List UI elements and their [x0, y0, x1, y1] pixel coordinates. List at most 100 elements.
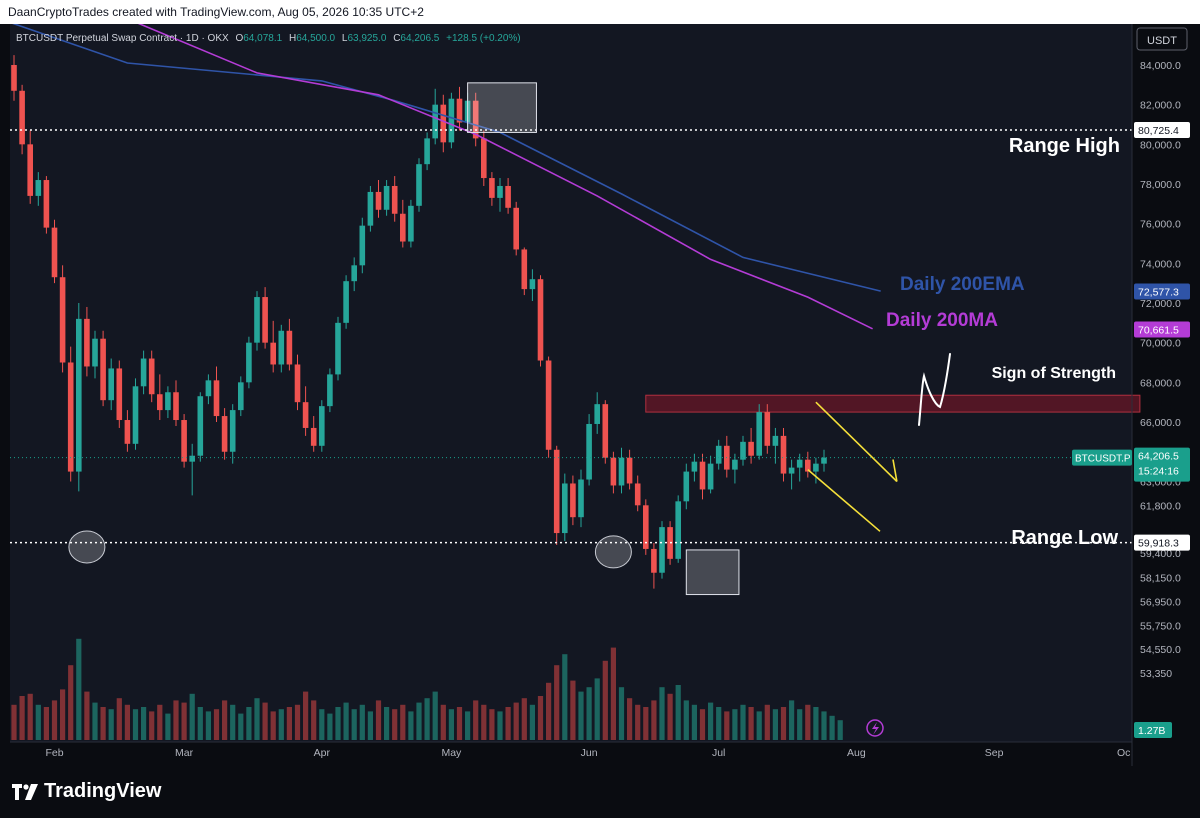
svg-text:BTCUSDT Perpetual Swap Contrac: BTCUSDT Perpetual Swap Contract · 1D · O… [16, 33, 521, 44]
volume-bar [141, 707, 147, 740]
symbol-tag [1072, 449, 1132, 466]
price-tag [1134, 534, 1190, 551]
candle [100, 338, 106, 401]
volume-bar [586, 687, 592, 740]
currency-label: USDT [1147, 35, 1177, 47]
price-chart[interactable]: BTCUSDT Perpetual Swap Contract · 1D · O… [0, 24, 1200, 766]
legend-low: 63,925.0 [347, 33, 386, 44]
candle [124, 420, 131, 444]
support-circle [594, 535, 632, 569]
candle [448, 98, 455, 143]
volume-bar [691, 704, 697, 740]
price-tick-label: 66,000.0 [1140, 417, 1181, 429]
candle [553, 449, 560, 534]
last-price-countdown: 15:24:16 [1138, 466, 1179, 478]
volume-bar [108, 709, 114, 740]
time-axis[interactable]: Feb Mar Apr May Jun Jul Aug Sep Oc [10, 741, 1132, 759]
volume-bar [748, 707, 754, 740]
volume-bar [716, 707, 722, 740]
volume-bar [100, 707, 106, 740]
candle [748, 441, 754, 456]
volume-bar [173, 700, 179, 740]
candle [651, 548, 657, 573]
volume-bar [529, 704, 535, 740]
candle [683, 471, 690, 502]
volume-bar [708, 702, 714, 740]
volume-bar [643, 707, 649, 740]
symbol-tag-label: BTCUSDT.P [1075, 454, 1131, 465]
price-tick-label: 55,750.0 [1140, 620, 1181, 632]
volume-bar [667, 693, 673, 740]
lightning-icon[interactable] [866, 719, 884, 737]
candle [586, 423, 592, 480]
volume-bar [699, 709, 706, 740]
candle [327, 374, 333, 407]
wedge-upper-ext [892, 459, 898, 482]
volume-tag-label: 1.27B [1138, 725, 1165, 737]
support-circle [68, 530, 106, 564]
candle [181, 420, 187, 462]
volume-bar [554, 665, 560, 740]
volume-bar [157, 704, 163, 740]
candle [221, 416, 228, 452]
candle [440, 104, 447, 143]
volume-bar [610, 647, 616, 740]
range-low-label: Range Low [1011, 527, 1118, 549]
volume-bar [764, 704, 770, 740]
candle [278, 330, 285, 365]
candle [157, 394, 163, 411]
candle [254, 297, 260, 343]
candle [108, 368, 114, 401]
candle [335, 322, 341, 375]
plot-area[interactable] [10, 24, 1132, 742]
candle [529, 279, 536, 290]
candle [173, 392, 179, 421]
candle [140, 358, 147, 387]
candle [197, 396, 204, 456]
volume-bar [546, 682, 552, 740]
candle [805, 459, 811, 472]
volume-bar [319, 709, 325, 740]
price-tick-label: 78,000.0 [1140, 179, 1181, 191]
volume-bar [303, 691, 309, 740]
candle [246, 342, 252, 383]
volume-bar [772, 709, 778, 740]
candle [351, 265, 357, 282]
ma-label: Daily 200MA [886, 310, 998, 331]
volume-bar [537, 696, 544, 740]
indicator-lines [12, 24, 881, 330]
volume-bar [343, 702, 349, 740]
volume-bar [732, 709, 738, 740]
volume-bar [578, 691, 584, 740]
range-high-label: Range High [1009, 135, 1120, 157]
price-tick-label: 82,000.0 [1140, 100, 1181, 112]
candle [416, 164, 422, 206]
candle [626, 457, 633, 484]
volume-bar [294, 704, 301, 740]
candle [319, 406, 325, 446]
volume-bar [432, 691, 438, 740]
candle [375, 191, 382, 210]
candle [59, 277, 66, 363]
candle [570, 483, 576, 518]
volume-bar [222, 700, 228, 740]
candle [432, 104, 438, 139]
candle [116, 368, 123, 421]
volume-bar [238, 713, 244, 740]
currency-button[interactable]: USDT [1136, 27, 1188, 51]
candle [813, 463, 819, 472]
volume-bar [659, 687, 665, 740]
candle [578, 479, 584, 518]
volume-bar [505, 707, 511, 740]
volume-bar [675, 685, 681, 740]
volume-bar [829, 715, 835, 740]
candles [11, 55, 827, 589]
price-tick-label: 68,000.0 [1140, 377, 1181, 389]
candle [400, 213, 406, 242]
volume-bar [68, 665, 74, 740]
top-highlight-box [467, 82, 537, 133]
candle [294, 364, 301, 403]
tradingview-logo[interactable]: TradingView [12, 780, 161, 803]
volume-bar [165, 713, 171, 740]
time-tick-label: Jun [581, 747, 598, 759]
